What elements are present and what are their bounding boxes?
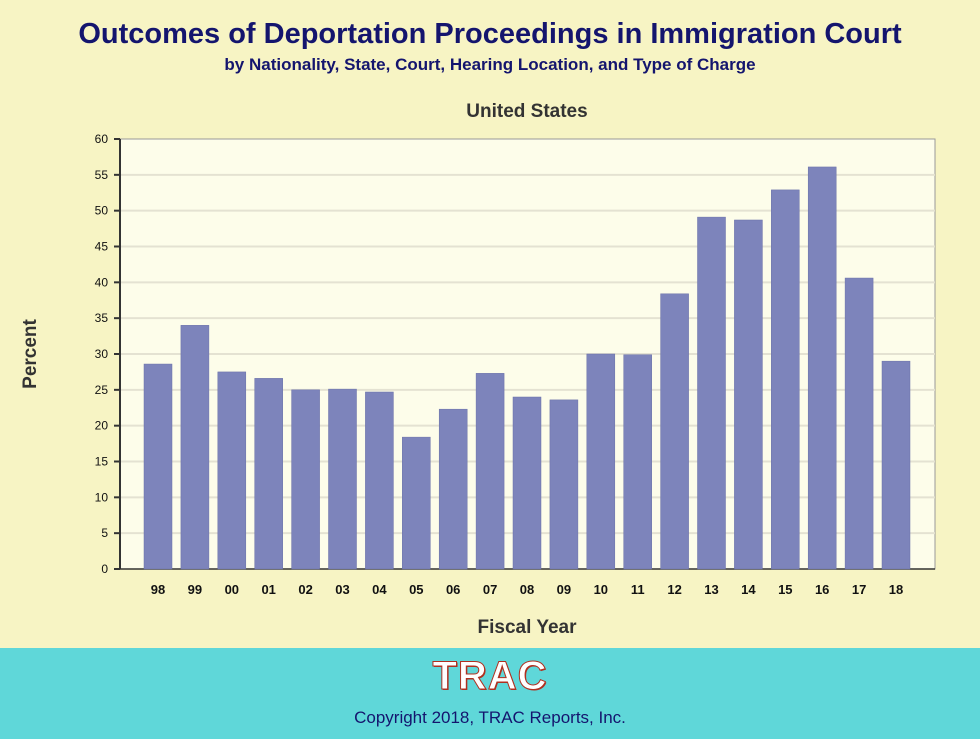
y-tick-label: 30 <box>95 347 109 361</box>
x-tick-label: 08 <box>520 582 534 597</box>
bar-11 <box>623 354 652 570</box>
bar-14 <box>734 219 763 570</box>
bar-13 <box>697 216 726 570</box>
y-tick-label: 50 <box>95 204 109 218</box>
x-tick-label: 04 <box>372 582 387 597</box>
bar-12 <box>660 293 689 570</box>
bar-10 <box>586 353 616 570</box>
footer: TRAC Copyright 2018, TRAC Reports, Inc. <box>0 648 980 739</box>
page-title: Outcomes of Deportation Proceedings in I… <box>78 18 902 50</box>
bar-08 <box>512 396 542 570</box>
y-tick-label: 10 <box>95 490 109 504</box>
x-axis-label: Fiscal Year <box>478 617 578 638</box>
bar-09 <box>549 399 579 570</box>
bar-03 <box>328 388 357 570</box>
x-tick-label: 17 <box>852 582 866 597</box>
bar-01 <box>254 378 283 570</box>
y-tick-label: 55 <box>95 168 109 182</box>
y-tick-label: 40 <box>95 275 109 289</box>
x-tick-label: 18 <box>889 582 903 597</box>
y-tick-label: 0 <box>101 562 108 576</box>
x-tick-label: 13 <box>704 582 718 597</box>
bar-05 <box>402 436 431 570</box>
copyright-text: Copyright 2018, TRAC Reports, Inc. <box>354 708 626 727</box>
bar-00 <box>217 371 247 570</box>
x-tick-label: 11 <box>631 582 645 597</box>
x-tick-label: 09 <box>557 582 571 597</box>
bar-15 <box>771 189 800 570</box>
x-tick-label: 15 <box>778 582 792 597</box>
x-tick-label: 16 <box>815 582 829 597</box>
y-axis-label: Percent <box>20 318 41 388</box>
y-tick-label: 5 <box>101 526 108 540</box>
x-tick-label: 05 <box>409 582 423 597</box>
bar-07 <box>475 373 505 570</box>
y-tick-label: 45 <box>95 240 109 254</box>
bar-02 <box>291 389 320 570</box>
x-tick-label: 99 <box>188 582 202 597</box>
bar-98 <box>143 363 173 570</box>
y-tick-label: 25 <box>95 383 109 397</box>
x-tick-label: 14 <box>741 582 756 597</box>
bar-16 <box>807 166 837 570</box>
y-tick-label: 35 <box>95 311 109 325</box>
x-tick-label: 00 <box>225 582 239 597</box>
x-tick-label: 02 <box>298 582 312 597</box>
y-tick-label: 60 <box>95 132 109 146</box>
x-tick-label: 01 <box>261 582 275 597</box>
x-tick-label: 06 <box>446 582 460 597</box>
bar-04 <box>365 391 394 570</box>
bar-17 <box>844 277 874 570</box>
x-tick-label: 03 <box>335 582 349 597</box>
x-tick-label: 07 <box>483 582 497 597</box>
trac-logo: TRAC <box>432 654 548 699</box>
y-tick-label: 15 <box>95 455 109 469</box>
x-tick-label: 10 <box>594 582 608 597</box>
x-tick-label: 12 <box>667 582 681 597</box>
chart-title: United States <box>466 101 587 122</box>
x-tick-label: 98 <box>151 582 165 597</box>
bar-18 <box>881 360 911 570</box>
bar-06 <box>438 408 468 570</box>
y-tick-label: 20 <box>95 419 109 433</box>
bar-99 <box>180 325 210 570</box>
page-subtitle: by Nationality, State, Court, Hearing Lo… <box>224 55 756 74</box>
